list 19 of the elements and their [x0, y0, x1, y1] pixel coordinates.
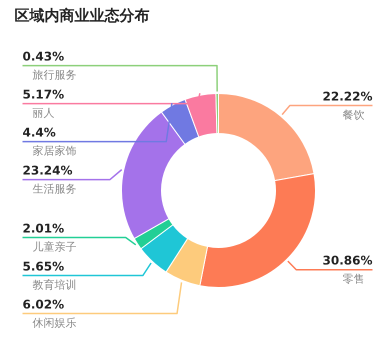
data-label: 22.22% — [322, 89, 373, 104]
data-label: 23.24% — [22, 164, 72, 178]
chart-title: 区域内商业业态分布 — [14, 6, 150, 24]
slice-label: 教育培训 — [32, 278, 76, 292]
data-label: 0.43% — [22, 50, 64, 64]
slice-label: 生活服务 — [32, 182, 76, 196]
data-label: 30.86% — [322, 254, 373, 268]
slice-label: 丽人 — [32, 106, 54, 120]
data-label: 5.17% — [22, 88, 64, 102]
slice-label: 儿童亲子 — [32, 240, 76, 254]
data-label: 5.65% — [22, 260, 64, 274]
slice-label: 家居家饰 — [32, 144, 76, 158]
slice-label: 餐饮 — [342, 108, 364, 122]
slice-label: 休闲娱乐 — [32, 316, 76, 330]
data-label: 2.01% — [22, 222, 64, 236]
slice-label: 旅行服务 — [32, 68, 76, 82]
slice-label: 零售 — [342, 272, 364, 286]
data-label: 6.02% — [22, 298, 64, 312]
data-label: 4.4% — [22, 126, 56, 140]
